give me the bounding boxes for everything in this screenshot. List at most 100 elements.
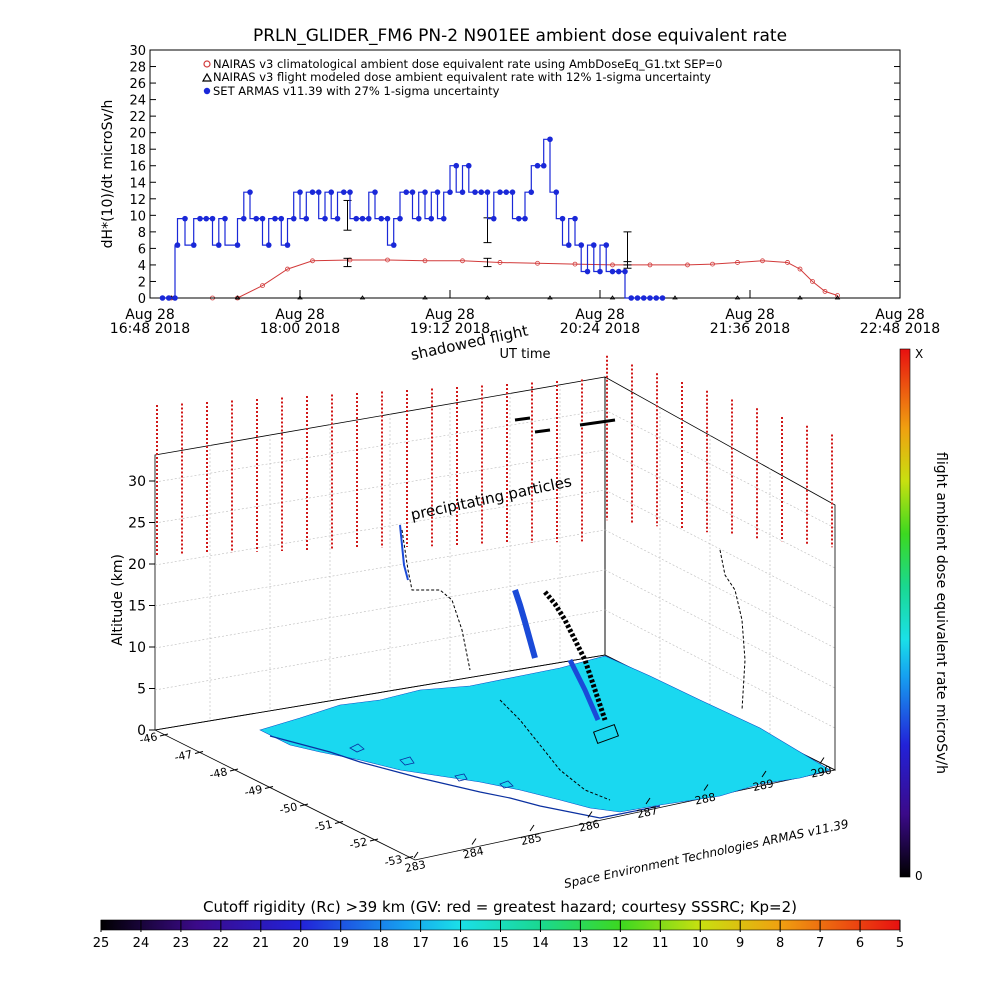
point-armas <box>328 189 335 195</box>
y-tick-label: 6 <box>138 242 146 257</box>
lat-tick-label: -51 <box>313 818 333 834</box>
z-tick-label: 10 <box>128 640 146 656</box>
point-armas <box>597 268 603 275</box>
point-armas <box>340 189 347 195</box>
point-armas <box>315 189 322 195</box>
point-nairas-clim <box>535 260 540 266</box>
point-nairas-clim <box>797 266 803 272</box>
back-wall-projection-blue <box>399 524 409 581</box>
y-tick-label: 14 <box>129 176 146 191</box>
point-armas <box>240 215 247 222</box>
lat-tick <box>264 786 274 789</box>
lat-tick-label: -49 <box>243 783 263 799</box>
point-armas <box>359 215 366 222</box>
point-nairas-clim <box>710 261 715 267</box>
point-armas <box>322 215 328 222</box>
annotation-precipitating: precipitating particles <box>409 472 573 524</box>
point-armas <box>522 215 528 222</box>
point-armas <box>215 242 222 248</box>
point-armas <box>203 215 210 222</box>
flight-curtain <box>399 416 746 801</box>
point-armas <box>659 295 666 301</box>
point-armas <box>653 295 660 301</box>
point-nairas-flight <box>797 295 803 300</box>
point-armas <box>615 268 622 275</box>
point-nairas-flight <box>297 295 303 300</box>
point-armas <box>159 295 166 301</box>
rigidity-tick-label: 9 <box>736 936 744 951</box>
point-armas <box>165 295 172 301</box>
rigidity-bar-ticks: 25 24 23 22 21 20 19 18 17 16 15 14 13 12 11 10 9 8 7 6 5 <box>93 920 904 951</box>
point-armas <box>284 242 291 248</box>
rigidity-tick-label: 24 <box>133 936 150 951</box>
point-armas <box>497 189 503 195</box>
point-armas <box>222 215 228 222</box>
point-armas <box>428 215 435 222</box>
longitude-ticks: 283 284 285 286 287 288 289 290 <box>404 757 833 875</box>
rigidity-tick-label: 25 <box>93 936 110 951</box>
y-tick-label: 8 <box>138 226 146 241</box>
point-nairas-clim <box>572 261 578 267</box>
point-nairas-clim <box>822 288 828 294</box>
x-tick-day: Aug 28 <box>425 307 475 323</box>
y-tick-label: 16 <box>129 160 146 175</box>
point-armas <box>247 189 253 195</box>
point-armas <box>459 189 466 195</box>
lat-tick <box>334 821 344 824</box>
lon-tick <box>761 770 767 778</box>
point-armas <box>365 215 372 222</box>
lat-tick-label: -46 <box>138 730 158 746</box>
point-armas <box>234 242 241 248</box>
point-armas <box>465 162 472 169</box>
y-tick-label: 12 <box>129 193 146 208</box>
flight-path-blue <box>512 589 538 659</box>
x-tick-day: Aug 28 <box>875 307 925 323</box>
lat-tick-label: -52 <box>348 835 368 851</box>
point-armas <box>278 215 285 222</box>
floor-outline <box>153 654 837 861</box>
point-armas <box>622 268 628 275</box>
legend-nairas-flight: NAIRAS v3 flight modeled dose ambient eq… <box>213 70 711 84</box>
z-axis-label: Altitude (km) <box>110 554 126 646</box>
x-tick-time: 18:00 2018 <box>260 321 340 337</box>
y-tick-label: 18 <box>129 143 146 158</box>
dose-colorbar-top: X <box>915 347 923 361</box>
rigidity-tick-label: 11 <box>652 936 669 951</box>
rigidity-tick-label: 16 <box>452 936 469 951</box>
point-armas <box>503 189 510 195</box>
rigidity-tick-label: 19 <box>332 936 349 951</box>
lat-tick-label: -48 <box>208 765 228 781</box>
y-tick-label: 0 <box>138 292 146 307</box>
x-tick-time: 16:48 2018 <box>110 321 190 337</box>
lon-tick-label: 284 <box>462 845 485 862</box>
rigidity-tick-label: 7 <box>816 936 824 951</box>
point-armas <box>397 215 403 222</box>
point-armas <box>565 242 572 248</box>
point-nairas-flight <box>484 295 491 300</box>
lon-tick-label: 285 <box>520 831 543 848</box>
point-armas <box>634 295 641 301</box>
point-armas <box>584 268 591 275</box>
x-tick-day: Aug 28 <box>575 307 625 323</box>
x-tick-time: 20:24 2018 <box>560 321 640 337</box>
y-tick-label: 28 <box>129 61 146 76</box>
rigidity-tick-label: 10 <box>692 936 709 951</box>
point-armas <box>647 295 653 301</box>
point-armas <box>490 215 497 222</box>
point-armas <box>540 162 547 169</box>
z-tick-label: 20 <box>128 557 146 573</box>
x-tick-day: Aug 28 <box>125 307 175 323</box>
y-tick-label: 22 <box>129 110 146 125</box>
point-nairas-flight <box>422 295 428 300</box>
point-nairas-flight <box>359 295 366 300</box>
y-tick-label: 24 <box>129 94 146 109</box>
rigidity-tick-label: 17 <box>412 936 429 951</box>
point-armas <box>640 295 647 301</box>
rigidity-columns <box>156 355 833 555</box>
z-tick-label: 30 <box>128 474 146 490</box>
point-armas <box>403 189 410 195</box>
point-nairas-clim <box>285 266 290 272</box>
